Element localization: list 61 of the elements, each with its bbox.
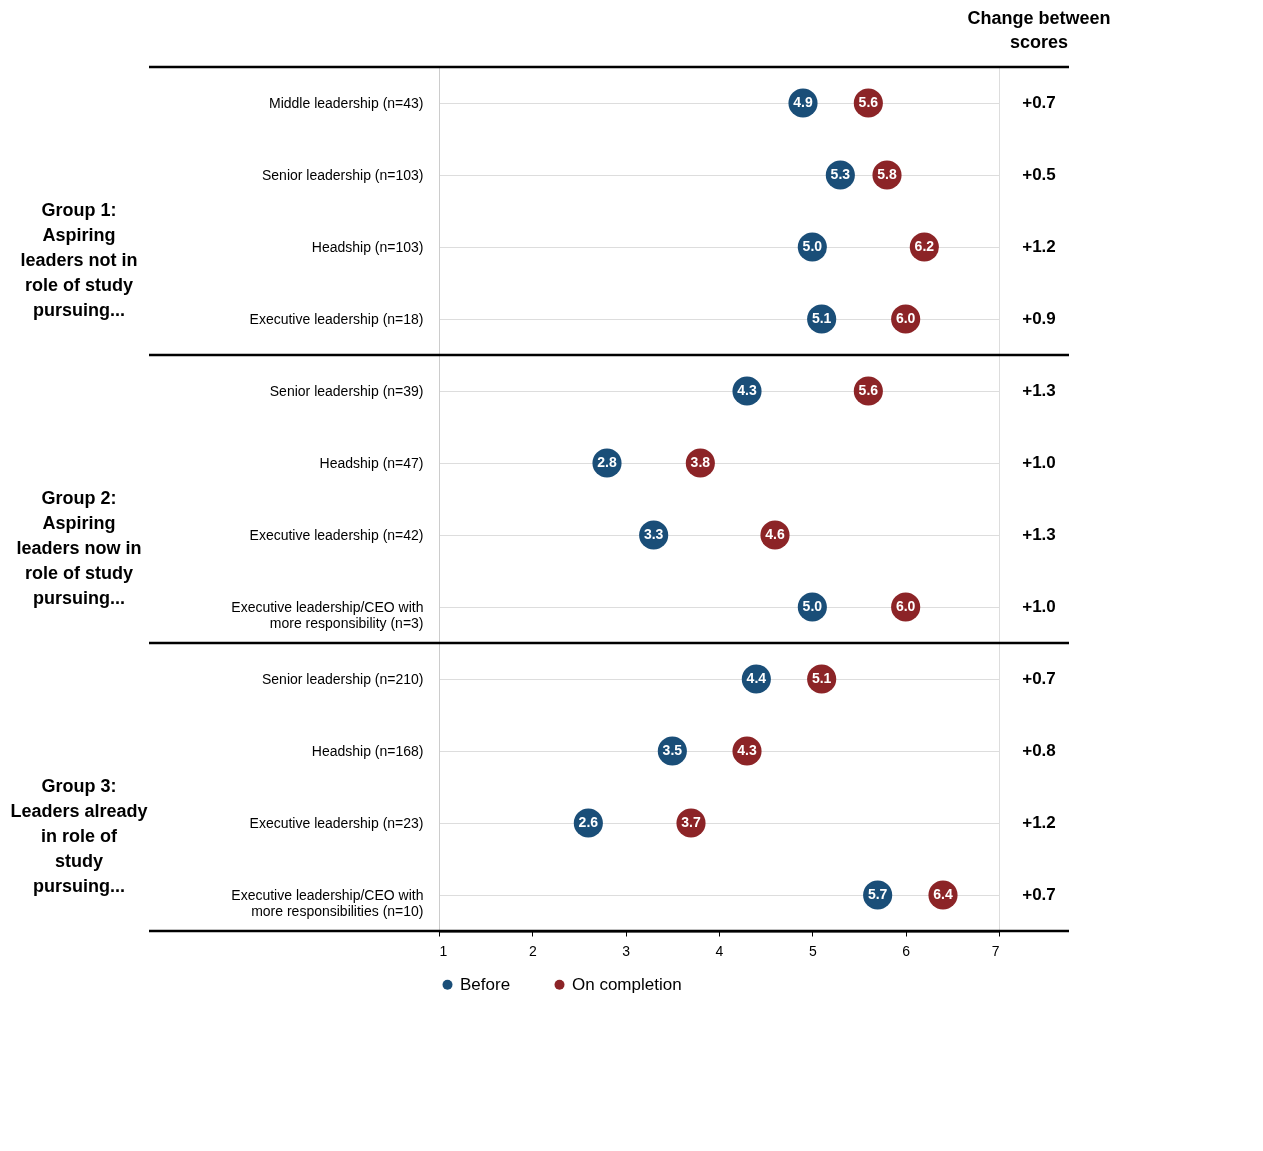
text: Group 1: Aspiring leaders not in role of study pursuing... — [20, 200, 138, 320]
x-tick-label: 1 — [439, 942, 448, 959]
data-label: 4.3 — [737, 382, 757, 398]
text: +0.7 — [1022, 885, 1056, 904]
x-tick-label: 2 — [528, 942, 537, 959]
data-label: 4.9 — [793, 94, 813, 110]
data-label: 5.1 — [811, 670, 832, 686]
data-label: 3.7 — [681, 814, 701, 830]
x-tick-label: 3 — [622, 942, 631, 959]
text: Group 3: Leaders already in role of study pursuing... — [10, 776, 148, 896]
x-tick-label: 7 — [991, 942, 1000, 959]
data-label: 2.6 — [578, 814, 599, 830]
text: +0.5 — [1022, 165, 1056, 184]
y-tick-label: Executive leadership (n=42) — [249, 526, 424, 543]
y-tick-label: Senior leadership (n=210) — [262, 670, 424, 687]
data-label: 6.0 — [895, 598, 916, 614]
text: +0.7 — [1022, 93, 1056, 112]
data-label: 3.3 — [643, 526, 664, 542]
y-tick-label: Senior leadership (n=39) — [269, 382, 424, 399]
data-label: 5.6 — [858, 94, 879, 110]
data-label: 6.4 — [933, 886, 953, 902]
x-tick-label: 6 — [902, 942, 911, 959]
data-label: 3.5 — [662, 742, 683, 758]
data-label: 6.0 — [895, 310, 916, 326]
y-tick-label: Executive leadership (n=23) — [249, 814, 424, 831]
text: +1.3 — [1022, 525, 1056, 544]
text: +0.9 — [1022, 309, 1056, 328]
text: +1.2 — [1022, 237, 1056, 256]
legend-label: Before — [460, 974, 511, 994]
y-tick-label: Executive leadership/CEO with more responsibility (n=3) — [231, 598, 424, 631]
data-label: 5.0 — [802, 598, 823, 614]
x-tick-label: 4 — [715, 942, 724, 959]
data-label: 6.2 — [914, 238, 935, 254]
data-label: 5.0 — [802, 238, 823, 254]
x-tick-label: 5 — [808, 942, 817, 959]
y-tick-label: Middle leadership (n=43) — [269, 94, 424, 111]
text: +0.7 — [1022, 669, 1056, 688]
data-label: 5.1 — [811, 310, 832, 326]
data-label: 5.8 — [877, 166, 897, 182]
text: +1.0 — [1022, 453, 1056, 472]
data-label: 4.6 — [765, 526, 785, 542]
text: +1.0 — [1022, 597, 1056, 616]
text: +0.8 — [1022, 741, 1056, 760]
y-tick-label: Executive leadership (n=18) — [249, 310, 424, 327]
y-tick-label: Headship (n=103) — [311, 238, 424, 255]
text: +1.2 — [1022, 813, 1056, 832]
data-label: 4.3 — [737, 742, 757, 758]
text: Group 2: Aspiring leaders now in role of study pursuing... — [16, 488, 142, 608]
data-label: 4.4 — [746, 670, 767, 686]
data-label: 5.3 — [830, 166, 851, 182]
legend-label: On completion — [572, 974, 682, 994]
data-label: 2.8 — [597, 454, 617, 470]
y-tick-label: Senior leadership (n=103) — [262, 166, 424, 183]
y-tick-label: Headship (n=47) — [319, 454, 424, 471]
data-label: 3.8 — [690, 454, 711, 470]
y-tick-label: Headship (n=168) — [311, 742, 424, 759]
text: +1.3 — [1022, 381, 1056, 400]
y-tick-label: Executive leadership/CEO with more responsibilities (n=10) — [231, 886, 424, 919]
data-label: 5.7 — [867, 886, 888, 902]
text: Change between scores — [967, 8, 1111, 52]
data-label: 5.6 — [858, 382, 879, 398]
